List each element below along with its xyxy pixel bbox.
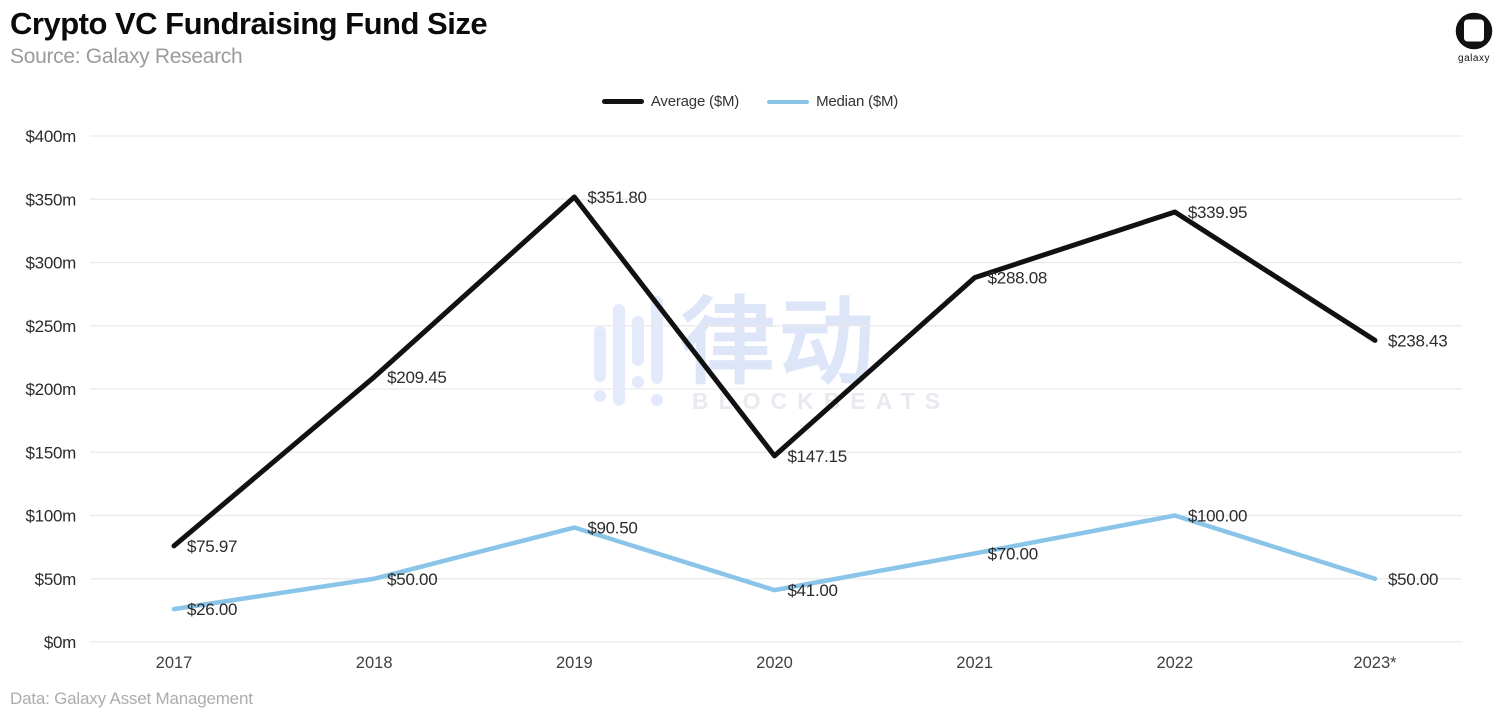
galaxy-logo: galaxy	[1450, 12, 1498, 64]
x-axis-label: 2017	[156, 654, 193, 672]
legend: Average ($M) Median ($M)	[0, 93, 1500, 110]
y-axis-label: $350m	[26, 190, 77, 209]
x-axis-label: 2023*	[1353, 654, 1397, 672]
galaxy-logo-icon	[1455, 12, 1493, 50]
legend-label-median: Median ($M)	[816, 93, 899, 110]
page-subtitle: Source: Galaxy Research	[10, 45, 243, 68]
median-data-label-2017: $26.00	[187, 600, 237, 619]
y-axis-label: $400m	[26, 127, 77, 146]
median-data-label-2021: $70.00	[988, 544, 1038, 563]
x-axis-label: 2022	[1156, 654, 1193, 672]
y-axis-label: $300m	[26, 254, 77, 273]
median-data-label-2023*: $50.00	[1388, 570, 1438, 589]
average-data-label-2021: $288.08	[988, 269, 1047, 288]
x-axis-label: 2018	[356, 654, 393, 672]
median-line	[171, 513, 1378, 612]
y-axis-label: $250m	[26, 317, 77, 336]
x-axis-label: 2020	[756, 654, 793, 672]
median-line-swatch	[767, 99, 810, 104]
y-axis-label: $100m	[26, 507, 77, 526]
y-axis-label: $200m	[26, 380, 77, 399]
y-axis-label: $150m	[26, 443, 77, 462]
footer-note: Data: Galaxy Asset Management	[10, 689, 253, 708]
legend-item-median: Median ($M)	[767, 93, 898, 110]
average-line	[171, 194, 1378, 549]
average-data-label-2023*: $238.43	[1388, 331, 1447, 350]
y-axis-label: $50m	[35, 570, 76, 589]
average-line-swatch	[601, 99, 644, 104]
legend-label-average: Average ($M)	[650, 93, 740, 110]
median-data-label-2018: $50.00	[387, 570, 437, 589]
average-data-label-2020: $147.15	[788, 447, 847, 466]
x-axis-label: 2019	[556, 654, 593, 672]
median-data-label-2020: $41.00	[788, 581, 838, 600]
watermark-bars-icon	[594, 296, 663, 406]
average-data-label-2018: $209.45	[387, 368, 446, 387]
median-data-label-2019: $90.50	[587, 519, 637, 538]
median-data-label-2022: $100.00	[1188, 507, 1247, 526]
average-data-label-2019: $351.80	[587, 188, 646, 207]
average-data-label-2022: $339.95	[1188, 203, 1247, 222]
page-title: Crypto VC Fundraising Fund Size	[10, 6, 488, 41]
legend-item-average: Average ($M)	[601, 93, 740, 110]
y-axis-label: $0m	[44, 633, 76, 652]
average-data-label-2017: $75.97	[187, 537, 237, 556]
x-axis-label: 2021	[956, 654, 993, 672]
galaxy-logo-label: galaxy	[1458, 53, 1490, 64]
